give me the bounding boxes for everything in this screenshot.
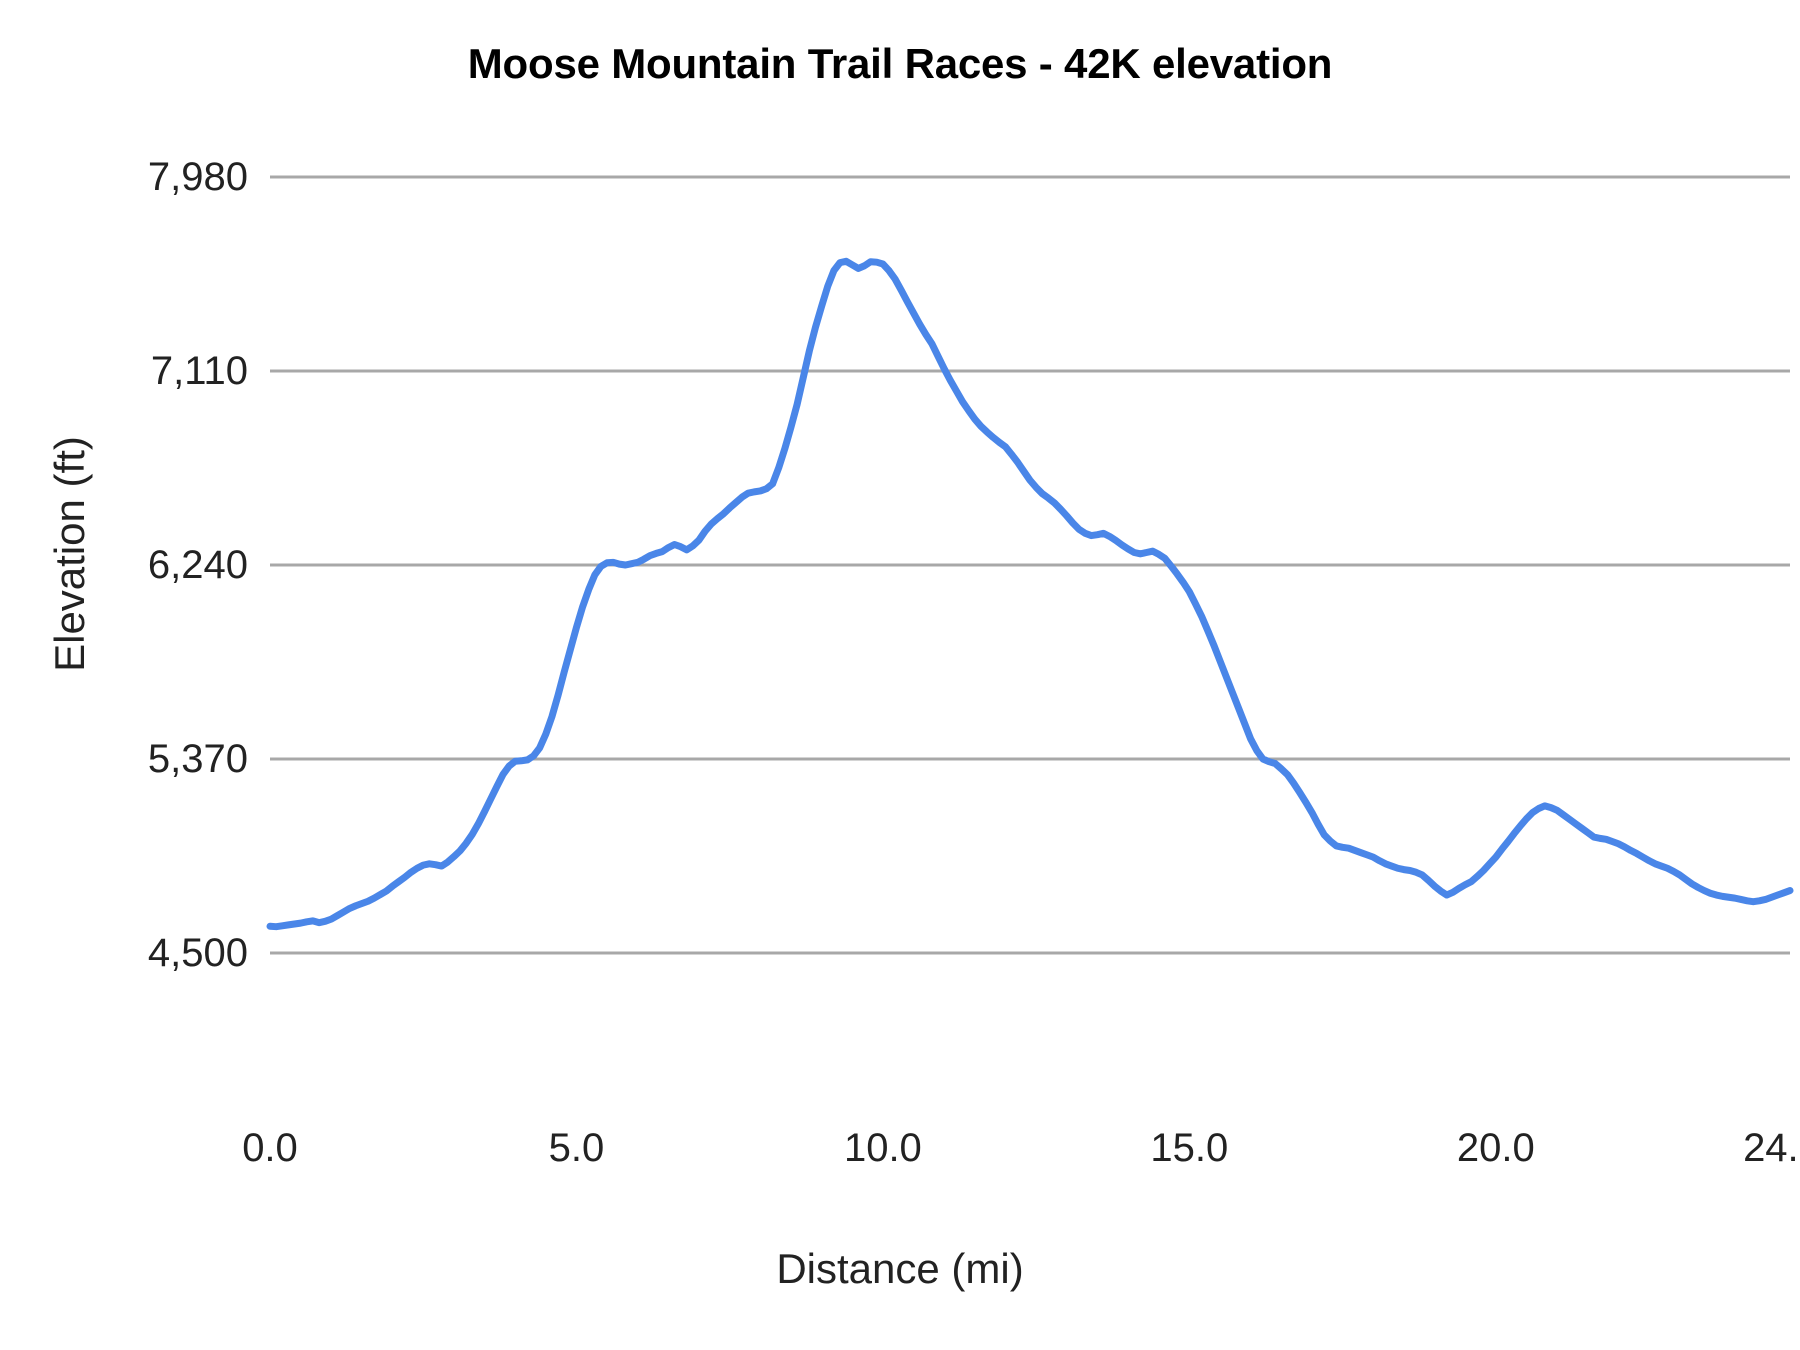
gridlines-group [270,175,1790,955]
x-axis-tick-label: 20.0 [1456,1126,1535,1170]
x-axis-tick-label: 24.8 [1743,1126,1800,1170]
x-axis-tick-label: 5.0 [548,1126,605,1170]
y-axis-tick-label: 5,370 [147,737,248,781]
y-axis-tick-label: 6,240 [147,543,248,587]
y-axis-tick-label: 7,110 [150,349,248,393]
y-axis-tick-label: 7,980 [147,155,248,199]
chart-title: Moose Mountain Trail Races - 42K elevati… [467,40,1333,87]
y-axis-tick-label: 4,500 [147,931,248,975]
y-axis-title: Elevation (ft) [46,436,93,672]
elevation-series-line [266,257,1794,931]
x-axis-tick-label: 15.0 [1150,1126,1229,1170]
x-axis-title: Distance (mi) [776,1245,1024,1292]
x-axis-tick-label: 10.0 [843,1126,922,1170]
x-axis-tick-label: 0.0 [242,1126,298,1170]
